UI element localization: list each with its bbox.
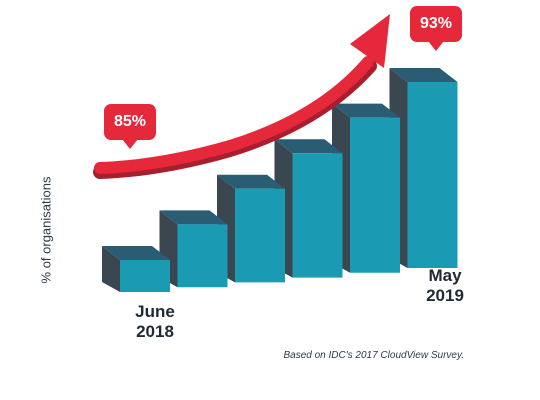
bar-top-face xyxy=(389,68,458,82)
bar-top-face xyxy=(102,246,170,260)
bar-front-face xyxy=(292,153,343,278)
y-axis-label: % of organisations xyxy=(38,176,54,284)
growth-arrow xyxy=(93,14,390,179)
bar-front-face xyxy=(177,224,228,288)
arrow-shaft xyxy=(94,56,374,174)
source-note: Based on IDC's 2017 CloudView Survey. xyxy=(283,350,464,361)
category-label-end: May 2019 xyxy=(426,266,464,305)
bar-1 xyxy=(102,246,170,292)
bar-front-face xyxy=(235,188,285,283)
bar-top-face xyxy=(332,103,400,118)
bar-2 xyxy=(159,210,228,288)
bar-top-face xyxy=(217,174,285,189)
bar-front-face xyxy=(407,82,458,268)
bar-top-face xyxy=(159,210,228,225)
value-bubble-end: 93% xyxy=(410,6,462,51)
bar-front-face xyxy=(120,260,170,292)
value-bubble-start: 85% xyxy=(104,104,156,149)
bar-side-face xyxy=(102,246,120,292)
bar-front-face xyxy=(350,117,400,273)
arrow-head xyxy=(350,14,390,68)
bar-top-face xyxy=(274,139,343,154)
category-label-start: June 2018 xyxy=(135,302,175,341)
